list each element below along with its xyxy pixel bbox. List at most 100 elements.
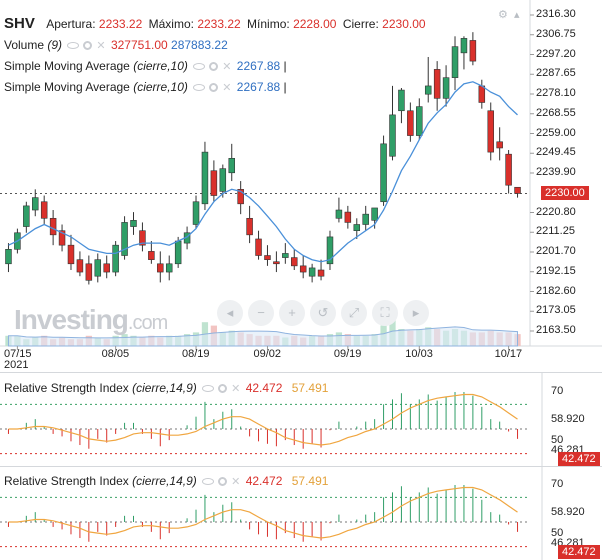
candle-down <box>317 269 325 277</box>
candle-up <box>23 205 30 227</box>
low-value: 2228.00 <box>293 17 337 31</box>
open-label: Apertura: <box>46 17 96 31</box>
date-tick-label: 07/15 <box>4 348 32 360</box>
price-tick-label: 2268.55 <box>536 106 576 119</box>
ohlc-legend: SHV Apertura: 2233.22 Máximo: 2233.22 Mí… <box>4 15 426 32</box>
price-tick-label: 2297.20 <box>536 47 576 60</box>
candle-down <box>76 259 84 273</box>
sma2-sep: | <box>283 80 287 94</box>
date-tick-label: 10/17 <box>494 348 523 360</box>
zoom-out-icon[interactable]: − <box>248 300 274 326</box>
gear-icon[interactable] <box>209 62 219 72</box>
date-tick-label: 08/05 <box>101 348 130 360</box>
rsi-signal-line <box>8 393 518 446</box>
rsi2-axis-70: 70 <box>551 478 564 490</box>
sma2-param: (cierre,10) <box>133 80 188 94</box>
candle-down <box>255 238 262 256</box>
price-tick-label: 2192.15 <box>536 264 576 277</box>
price-tick-label: 2306.75 <box>536 27 576 40</box>
close-icon[interactable]: ✕ <box>222 82 232 95</box>
rsi1-name: Relative Strength Index <box>4 381 129 395</box>
zoom-in-icon[interactable]: + <box>279 300 305 326</box>
price-tick-label: 2220.80 <box>536 205 576 218</box>
candle-up <box>416 106 423 136</box>
sma2-name: Simple Moving Average <box>4 80 130 94</box>
eye-icon[interactable] <box>193 63 206 71</box>
close-icon[interactable]: ✕ <box>222 61 232 74</box>
sma-line <box>8 81 518 263</box>
price-chart[interactable]: Investing.com ◂ − + ↺ ⤢ ⛶ ▸ SHV Apertura… <box>0 0 602 371</box>
price-tick-label: 2163.50 <box>536 324 576 336</box>
price-tick-label: 2287.65 <box>536 67 576 80</box>
rsi-canvas-2[interactable] <box>0 467 602 560</box>
zoom-reset-icon[interactable]: ↺ <box>310 300 336 326</box>
rsi2-legend: Relative Strength Index (cierre,14,9) ✕ … <box>4 474 328 488</box>
price-tick-label: 2316.30 <box>536 8 576 20</box>
candle-up <box>424 85 432 95</box>
gear-icon[interactable] <box>209 83 219 93</box>
sma1-sep: | <box>283 59 287 73</box>
rsi-panel-2[interactable]: Relative Strength Index (cierre,14,9) ✕ … <box>0 466 602 560</box>
eye-icon[interactable] <box>202 478 215 486</box>
rsi2-axis-58: 58.920 <box>551 506 585 518</box>
close-icon[interactable]: ✕ <box>96 40 106 53</box>
close-label: Cierre: <box>342 17 379 31</box>
volume-average-area <box>7 326 519 347</box>
sma1-legend: Simple Moving Average (cierre,10) ✕ 2267… <box>4 59 287 73</box>
price-tick-label: 2173.05 <box>536 304 576 317</box>
candle-up <box>362 213 369 225</box>
candle-up <box>5 249 12 265</box>
rsi1-axis-58: 58.920 <box>551 413 585 425</box>
rsi1-legend: Relative Strength Index (cierre,14,9) ✕ … <box>4 381 328 395</box>
candle-down <box>407 110 414 136</box>
price-chart-canvas[interactable] <box>0 0 602 370</box>
candle-up <box>192 201 200 225</box>
collapse-icon[interactable]: ▴ <box>514 9 520 21</box>
rsi2-value-tag: 42.472 <box>558 545 600 559</box>
eye-icon[interactable] <box>193 84 206 92</box>
volume-value-2: 287883.22 <box>171 38 228 52</box>
price-tick-label: 2259.00 <box>536 126 576 139</box>
gear-icon[interactable] <box>218 384 228 394</box>
candle-down <box>496 141 503 149</box>
high-label: Máximo: <box>148 17 194 31</box>
candle-down <box>469 40 477 62</box>
gear-icon[interactable] <box>218 477 228 487</box>
candle-up <box>308 267 316 277</box>
candle-up <box>389 114 396 157</box>
rsi1-value: 42.472 <box>245 381 283 395</box>
scroll-left-icon[interactable]: ◂ <box>217 300 243 326</box>
candle-down <box>505 153 512 186</box>
rsi-panel-1[interactable]: Relative Strength Index (cierre,14,9) ✕ … <box>0 372 602 467</box>
fullscreen-icon[interactable]: ⛶ <box>372 300 398 326</box>
candle-up <box>371 207 378 221</box>
gear-icon[interactable] <box>83 41 93 51</box>
sma1-param: (cierre,10) <box>133 59 188 73</box>
sma1-value: 2267.88 <box>236 59 281 73</box>
volume-bar <box>389 312 396 346</box>
rsi2-param: (cierre,14,9) <box>132 474 197 488</box>
eye-icon[interactable] <box>67 42 80 50</box>
eye-icon[interactable] <box>202 385 215 393</box>
close-icon[interactable]: ✕ <box>231 476 241 489</box>
price-tick-label: 2211.25 <box>536 225 575 238</box>
candle-up <box>219 168 227 192</box>
settings-icon[interactable]: ⚙ <box>498 9 508 21</box>
close-icon[interactable]: ✕ <box>231 383 241 396</box>
candle-up <box>32 197 39 211</box>
candle-up <box>442 77 450 99</box>
scroll-right-icon[interactable]: ▸ <box>403 300 429 326</box>
rsi-canvas-1[interactable] <box>0 373 602 467</box>
current-price-tag: 2230.00 <box>541 186 589 200</box>
price-tick-label: 2249.45 <box>536 146 576 159</box>
fit-icon[interactable]: ⤢ <box>341 300 367 326</box>
sma1-name: Simple Moving Average <box>4 59 130 73</box>
date-tick-label: 08/19 <box>182 348 210 360</box>
candle-down <box>487 110 494 153</box>
low-label: Mínimo: <box>247 17 290 31</box>
candle-up <box>94 259 102 277</box>
candle-up <box>353 224 361 231</box>
open-value: 2233.22 <box>98 17 143 31</box>
candle-down <box>40 201 48 219</box>
rsi1-axis-50: 50 <box>551 434 564 446</box>
